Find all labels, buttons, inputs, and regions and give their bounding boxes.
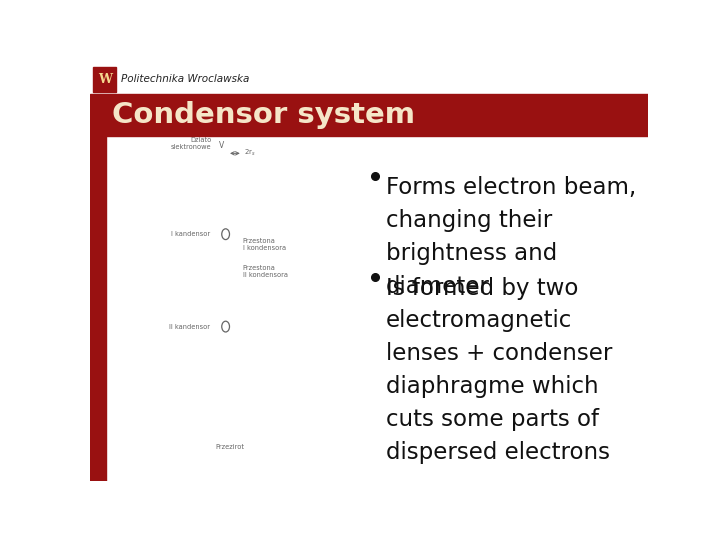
Text: V: V bbox=[219, 141, 225, 150]
Text: I kandensor: I kandensor bbox=[171, 231, 210, 237]
Text: Przezirot: Przezirot bbox=[215, 444, 244, 450]
Text: Przestona
II kondensora: Przestona II kondensora bbox=[243, 265, 288, 278]
Text: II kandensor: II kandensor bbox=[169, 323, 210, 329]
Text: Przestona
I kondensora: Przestona I kondensora bbox=[243, 238, 286, 251]
Text: Is formed by two
electromagnetic
lenses + condenser
diaphragme which
cuts some p: Is formed by two electromagnetic lenses … bbox=[386, 276, 613, 464]
Bar bbox=[106, 137, 648, 481]
Text: W: W bbox=[98, 73, 112, 86]
Bar bbox=[90, 94, 648, 137]
Bar bbox=[90, 65, 648, 94]
Bar bbox=[93, 67, 117, 92]
Bar bbox=[90, 137, 106, 481]
Text: Politechnika Wroclawska: Politechnika Wroclawska bbox=[121, 75, 249, 84]
Text: Condensor system: Condensor system bbox=[112, 101, 415, 129]
Text: Dziato
slektronowe: Dziato slektronowe bbox=[171, 137, 212, 150]
Text: 2r$_s$: 2r$_s$ bbox=[244, 148, 256, 158]
Text: Forms electron beam,
changing their
brightness and
diameter: Forms electron beam, changing their brig… bbox=[386, 177, 636, 298]
